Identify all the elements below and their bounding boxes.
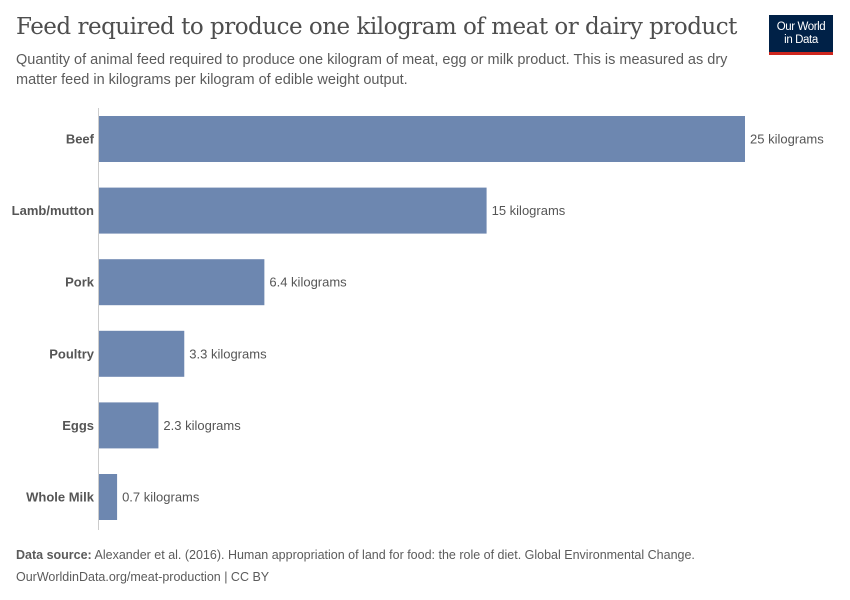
logo-text: Our World in Data xyxy=(776,20,826,46)
category-label: Eggs xyxy=(62,418,94,433)
source-text: Alexander et al. (2016). Human appropria… xyxy=(94,548,695,562)
chart-subtitle: Quantity of animal feed required to prod… xyxy=(16,52,728,88)
value-label: 2.3 kilograms xyxy=(163,418,241,433)
category-label: Poultry xyxy=(49,346,95,361)
source-label: Data source: xyxy=(16,548,92,562)
value-label: 25 kilograms xyxy=(750,132,824,147)
value-label: 3.3 kilograms xyxy=(189,346,267,361)
value-label: 15 kilograms xyxy=(492,203,566,218)
chart-title: Feed required to produce one kilogram of… xyxy=(16,14,737,40)
bar-pork xyxy=(99,259,265,306)
bar-poultry xyxy=(99,330,185,377)
bar-beef xyxy=(99,116,745,162)
category-label: Pork xyxy=(65,275,95,290)
data-source: Data source: Alexander et al. (2016). Hu… xyxy=(16,548,695,562)
bar-whole-milk xyxy=(99,474,118,520)
value-label: 6.4 kilograms xyxy=(269,275,347,290)
category-label: Beef xyxy=(66,132,95,147)
bar-eggs xyxy=(99,402,159,449)
value-label: 0.7 kilograms xyxy=(122,490,200,505)
owid-logo[interactable]: Our World in Data xyxy=(769,15,833,55)
category-label: Lamb/mutton xyxy=(12,203,94,218)
category-label: Whole Milk xyxy=(26,490,95,505)
bar-lamb-mutton xyxy=(99,187,487,234)
footer-url[interactable]: OurWorldinData.org/meat-production | CC … xyxy=(16,570,270,584)
